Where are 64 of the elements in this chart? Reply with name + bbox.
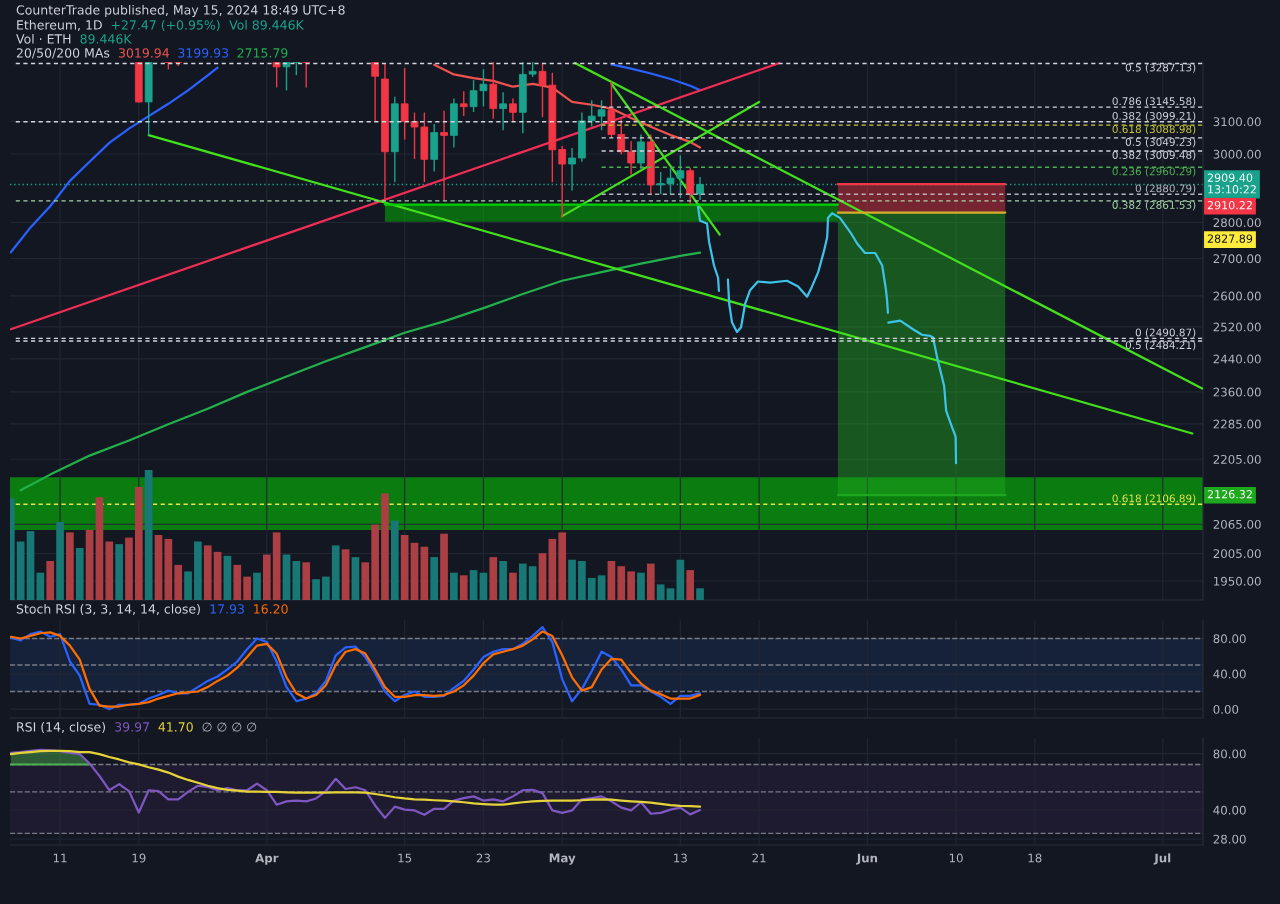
annotation: 0 (2880.79): [1135, 184, 1196, 194]
x-tick-label: Jul: [1153, 853, 1171, 865]
y-tick-label: 80.00: [1213, 634, 1246, 644]
chart-title: Stoch RSI (3, 3, 14, 14, close): [16, 603, 200, 616]
annotation: 0 (2490.87): [1135, 328, 1196, 338]
text: 16.20: [254, 604, 288, 614]
x-tick-label: 15: [398, 853, 412, 863]
chart-title: RSI (14, close): [17, 721, 106, 734]
annotation: 0.5 (2484.21): [1125, 341, 1196, 351]
y-tick-label: 40.00: [1213, 669, 1246, 679]
text: ∅ ∅ ∅ ∅: [202, 722, 257, 732]
x-tick-label: 21: [752, 853, 766, 863]
text: 89.446K: [80, 34, 132, 44]
annotation: 0.382 (2861.53): [1112, 200, 1196, 211]
legend-title: 20/50/200 MAs: [16, 48, 110, 59]
y-tick-label: 2520.00: [1213, 322, 1261, 332]
series-label: 3199.93: [178, 48, 229, 58]
text: 2909.40 13:10:22: [1207, 173, 1256, 194]
y-tick-label: 2700.00: [1213, 254, 1261, 264]
y-tick-label: 3000.00: [1213, 149, 1261, 159]
x-tick-label: 19: [132, 853, 146, 863]
text: 2126.32: [1207, 490, 1252, 499]
x-tick-label: 11: [53, 853, 67, 863]
text: 2910.22: [1207, 200, 1252, 210]
y-tick-label: 28.00: [1213, 834, 1246, 844]
text: 41.70: [158, 722, 193, 732]
y-tick-label: 2360.00: [1213, 387, 1261, 397]
x-tick-label: 10: [949, 853, 963, 863]
x-tick-label: 18: [1028, 853, 1042, 863]
annotation: 0.5 (3049.23): [1125, 137, 1196, 148]
y-tick-label: 0.00: [1213, 704, 1239, 714]
chart-subtitle: CounterTrade published, May 15, 2024 18:49 UTC+8: [16, 4, 345, 18]
annotation: 0.786 (3145.58): [1112, 97, 1196, 107]
annotation: 0.382 (3099.21): [1112, 111, 1196, 122]
annotation: 0.236 (2960.29): [1112, 167, 1196, 177]
y-tick-label: 3100.00: [1213, 117, 1261, 127]
annotation: 0.382 (3009.48): [1112, 150, 1196, 161]
chart-title: Vol · ETH: [16, 33, 71, 44]
y-tick-label: 2440.00: [1213, 354, 1261, 364]
text: 2827.89: [1207, 234, 1253, 243]
y-tick-label: 2205.00: [1213, 454, 1261, 464]
y-tick-label: 2600.00: [1213, 291, 1261, 301]
y-tick-label: 2005.00: [1213, 549, 1261, 559]
annotation: 0.618 (3088.98): [1112, 125, 1196, 135]
x-tick-label: Apr: [255, 853, 279, 865]
x-tick-label: Jun: [856, 853, 878, 865]
text: Vol 89.446K: [229, 19, 304, 30]
annotation: 0.618 (2106.89): [1112, 494, 1196, 504]
chart-title: Ethereum, 1D: [17, 19, 102, 31]
text: 39.97: [115, 722, 149, 732]
text: +27.47 (+0.95%): [111, 19, 220, 32]
y-tick-label: 80.00: [1213, 749, 1246, 759]
x-tick-label: May: [549, 853, 576, 865]
y-tick-label: 2065.00: [1213, 519, 1261, 529]
y-tick-label: 2285.00: [1213, 419, 1261, 429]
text: 3019.94: [118, 48, 169, 58]
text: 17.93: [210, 604, 244, 614]
y-tick-label: 40.00: [1213, 805, 1246, 815]
y-tick-label: 2800.00: [1213, 218, 1261, 228]
x-tick-label: 13: [674, 853, 687, 863]
x-tick-label: 23: [476, 853, 490, 863]
y-tick-label: 1950.00: [1214, 576, 1261, 586]
annotation: 0.5 (3287.13): [1125, 63, 1196, 73]
text: 2715.79: [237, 48, 288, 58]
